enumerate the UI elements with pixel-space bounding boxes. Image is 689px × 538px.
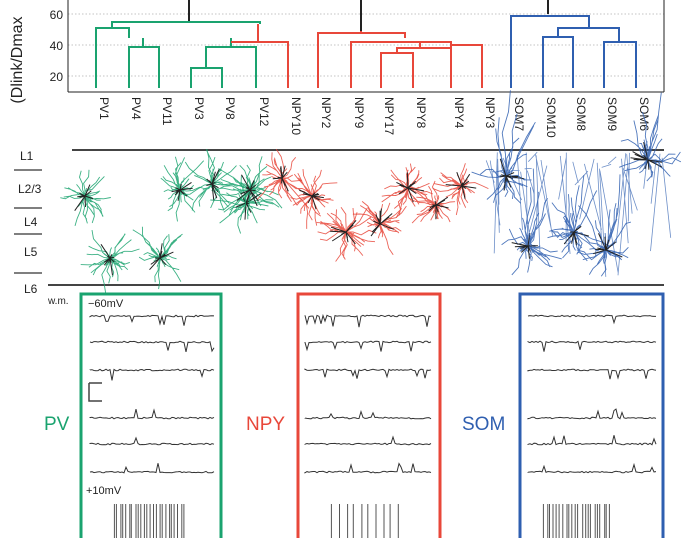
leaf-label: SOM10	[544, 97, 558, 138]
npy-trace	[304, 409, 432, 420]
leaf-label: PV1	[97, 97, 111, 120]
morphology-panel: L1 L2/3 L4 L5 L6 w.m.	[14, 90, 682, 307]
leaf-label: NPY8	[414, 97, 428, 129]
npy-trace	[304, 435, 432, 446]
som-neuron	[547, 174, 610, 262]
scale-bar	[88, 382, 102, 402]
pv-trace	[89, 408, 215, 420]
ytick-20: 20	[50, 70, 64, 84]
pv-trace-box	[79, 292, 223, 538]
leaf-label: SOM8	[574, 97, 588, 131]
som-trace-box	[518, 292, 665, 538]
neuron-reconstructions	[60, 90, 682, 293]
group-label-pv: PV	[44, 414, 70, 435]
dendrogram-npy-cluster	[231, 24, 483, 88]
npy-trace	[304, 368, 432, 379]
layer-label-l6: L6	[24, 282, 38, 296]
leaf-label: NPY9	[352, 97, 366, 129]
leaf-label: NPY17	[382, 97, 396, 135]
som-trace	[527, 435, 657, 446]
npy-neuron	[316, 207, 377, 262]
leaf-label: PV8	[223, 97, 237, 120]
som-trace	[527, 408, 657, 420]
leaf-label: SOM6	[637, 97, 651, 131]
som-spike-train	[542, 504, 610, 538]
dendrogram-gridlines	[68, 13, 664, 77]
npy-spike-train	[330, 504, 399, 538]
npy-neuron	[408, 180, 456, 224]
som-trace	[527, 340, 657, 352]
white-matter-label: w.m.	[47, 296, 69, 307]
bottom-voltage-label: +10mV	[86, 485, 122, 497]
pv-trace	[89, 368, 215, 381]
layer-boundaries	[14, 169, 42, 274]
top-voltage-label: −60mV	[88, 298, 124, 310]
pv-trace	[89, 314, 215, 326]
som-trace	[527, 314, 656, 325]
npy-neuron	[432, 163, 489, 216]
pv-neuron	[182, 148, 237, 211]
layer-label-l4: L4	[24, 215, 38, 229]
leaf-label: SOM7	[512, 97, 526, 131]
npy-trace-box	[296, 292, 442, 538]
group-label-som: SOM	[462, 414, 505, 435]
dendrogram-leaf-labels: PV1 PV4 PV11 PV3 PV8 PV12 NPY10 NPY2 NPY…	[97, 97, 651, 138]
dendrogram-panel: 60 40 20 (Dlink/Dmax	[9, 0, 665, 138]
npy-trace	[304, 340, 432, 352]
ytick-40: 40	[50, 39, 64, 53]
group-label-npy: NPY	[246, 414, 285, 435]
pv-neuron	[60, 169, 111, 227]
dendrogram-som-cluster	[510, 15, 637, 88]
leaf-label: PV4	[129, 97, 143, 120]
layer-label-l23: L2/3	[18, 182, 42, 196]
dendrogram-top-links	[188, 0, 549, 31]
pv-spike-train	[113, 504, 185, 538]
npy-neuron	[290, 169, 338, 229]
leaf-label: NPY4	[452, 97, 466, 129]
npy-neuron	[381, 163, 433, 219]
som-neuron	[501, 168, 562, 276]
npy-neuron	[256, 148, 310, 209]
pv-neuron	[160, 156, 206, 222]
electrophysiology-panel: −60mV +10mV PV NPY SOM	[44, 292, 665, 538]
pv-neuron	[214, 156, 283, 221]
leaf-label: NPY2	[319, 97, 333, 129]
npy-trace	[304, 462, 432, 474]
pv-neuron	[132, 226, 183, 290]
ytick-60: 60	[50, 8, 64, 22]
leaf-label: SOM9	[605, 97, 619, 131]
voltage-traces	[89, 313, 657, 538]
leaf-label: NPY3	[483, 97, 497, 129]
pv-trace	[89, 463, 215, 474]
leaf-label: PV11	[160, 97, 174, 126]
som-trace	[527, 368, 657, 380]
pv-trace	[89, 340, 215, 353]
leaf-label: NPY10	[289, 97, 303, 135]
layer-label-l5: L5	[24, 245, 38, 259]
dendrogram-ylabel: (Dlink/Dmax	[9, 16, 26, 103]
som-axon-plexus	[485, 151, 672, 277]
leaf-label: PV12	[257, 97, 271, 127]
layer-label-l1: L1	[20, 149, 34, 163]
pv-trace	[89, 436, 215, 446]
npy-neuron	[352, 201, 407, 256]
pv-neuron	[80, 230, 140, 293]
dendrogram-pv-cluster	[95, 21, 261, 88]
leaf-label: PV3	[192, 97, 206, 120]
npy-trace	[304, 313, 432, 328]
som-trace	[527, 462, 657, 474]
